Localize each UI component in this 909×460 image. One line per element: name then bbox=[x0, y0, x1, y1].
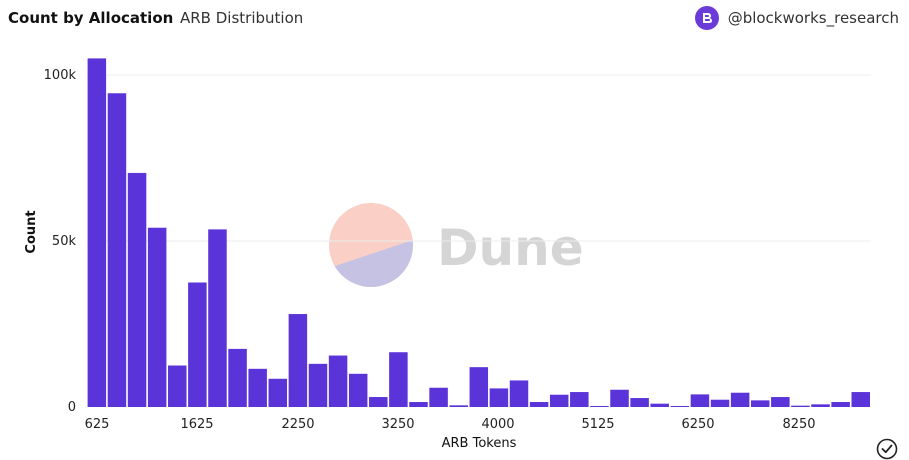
bar[interactable] bbox=[409, 402, 428, 407]
bar[interactable] bbox=[369, 397, 388, 407]
axes: Count ARB Tokens 625 1625 2250 3250 4000 5125… bbox=[24, 210, 816, 451]
author-credit[interactable]: @blockworks_research bbox=[694, 6, 899, 30]
x-tick-label: 6250 bbox=[681, 417, 714, 432]
bar[interactable] bbox=[429, 387, 448, 407]
bar[interactable] bbox=[449, 405, 468, 407]
bar[interactable] bbox=[529, 402, 549, 407]
bar[interactable] bbox=[610, 389, 629, 407]
x-tick-label: 625 bbox=[85, 417, 110, 432]
bar[interactable] bbox=[308, 363, 328, 407]
chart-title: Count by Allocation bbox=[8, 9, 174, 27]
chart-subtitle: ARB Distribution bbox=[180, 9, 304, 27]
x-tick-label: 1625 bbox=[180, 417, 213, 432]
bar[interactable] bbox=[851, 392, 871, 407]
bar[interactable] bbox=[489, 388, 509, 407]
y-grid: 0 50k 100k bbox=[44, 68, 871, 415]
y-tick-label: 50k bbox=[52, 234, 77, 249]
bar[interactable] bbox=[791, 405, 810, 407]
bar[interactable] bbox=[288, 314, 308, 407]
bar[interactable] bbox=[248, 368, 267, 407]
bar[interactable] bbox=[570, 392, 589, 407]
dune-watermark: Dune bbox=[329, 203, 584, 287]
bar[interactable] bbox=[670, 406, 690, 407]
bar[interactable] bbox=[549, 394, 569, 407]
x-tick-label: 4000 bbox=[481, 417, 514, 432]
bar[interactable] bbox=[690, 394, 710, 407]
bar[interactable] bbox=[328, 355, 348, 407]
bar[interactable] bbox=[348, 373, 368, 407]
bar[interactable] bbox=[730, 392, 750, 407]
x-tick-label: 5125 bbox=[581, 417, 614, 432]
bar[interactable] bbox=[771, 397, 790, 407]
bar[interactable] bbox=[168, 365, 187, 408]
bar[interactable] bbox=[87, 58, 107, 408]
bar[interactable] bbox=[188, 282, 207, 408]
check-circle-icon[interactable] bbox=[876, 438, 898, 460]
bar[interactable] bbox=[469, 367, 489, 407]
bar[interactable] bbox=[228, 348, 247, 407]
y-axis-label: Count bbox=[24, 210, 39, 253]
bar[interactable] bbox=[147, 227, 167, 407]
x-tick-label: 3250 bbox=[381, 417, 414, 432]
bar[interactable] bbox=[831, 402, 850, 407]
watermark-text: Dune bbox=[437, 219, 584, 277]
x-tick-label: 2250 bbox=[281, 417, 314, 432]
bar[interactable] bbox=[710, 399, 730, 407]
x-tick-label: 8250 bbox=[782, 417, 815, 432]
bar[interactable] bbox=[811, 404, 830, 407]
bar[interactable] bbox=[389, 352, 408, 407]
blockworks-logo-icon bbox=[694, 6, 719, 30]
y-tick-label: 0 bbox=[68, 400, 76, 415]
bar[interactable] bbox=[650, 403, 669, 407]
bar[interactable] bbox=[590, 406, 609, 407]
bars bbox=[87, 58, 871, 408]
bar[interactable] bbox=[127, 172, 147, 407]
chart-header: Count by Allocation ARB Distribution @bl… bbox=[0, 0, 909, 38]
bar[interactable] bbox=[750, 400, 770, 407]
author-handle: @blockworks_research bbox=[727, 9, 899, 27]
bar[interactable] bbox=[509, 380, 529, 407]
y-tick-label: 100k bbox=[44, 68, 77, 83]
bar[interactable] bbox=[208, 229, 227, 407]
x-axis-label: ARB Tokens bbox=[442, 436, 517, 451]
bar[interactable] bbox=[107, 93, 127, 407]
bar[interactable] bbox=[268, 378, 288, 407]
bar[interactable] bbox=[630, 398, 649, 407]
